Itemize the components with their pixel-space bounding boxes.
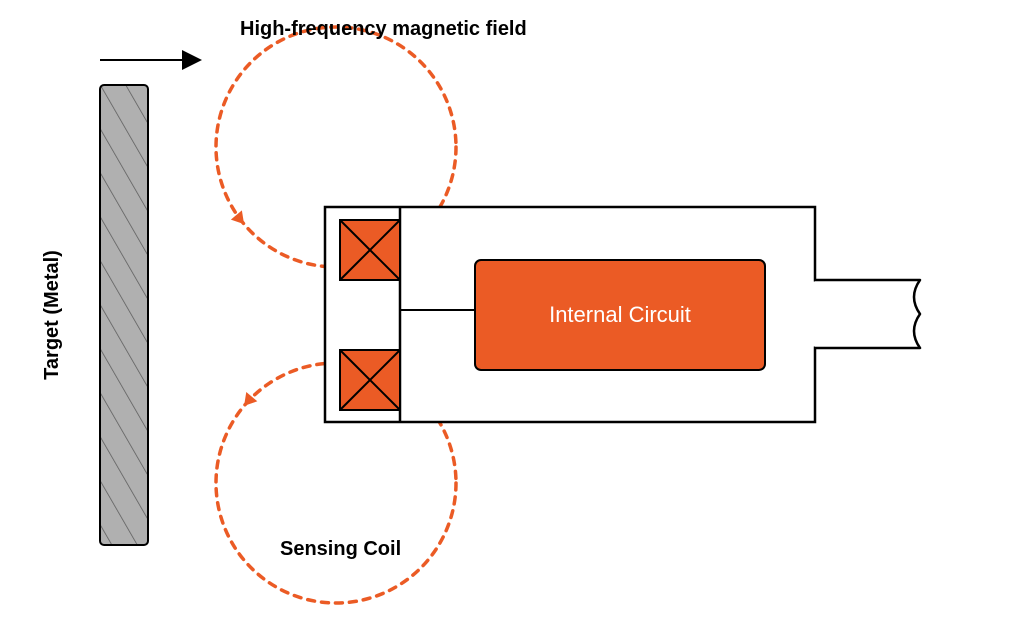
sensing-coil-2	[340, 350, 400, 410]
sensor-cable	[815, 280, 920, 348]
field-circle-top-arrowhead	[231, 210, 250, 228]
proximity-sensor-diagram: High-frequency magnetic field Sensing Coi…	[0, 0, 1024, 620]
coil-label: Sensing Coil	[280, 538, 401, 560]
sensing-coil-1	[340, 220, 400, 280]
circuit-label: Internal Circuit	[549, 302, 691, 327]
target-metal	[100, 85, 148, 545]
target-label: Target (Metal)	[41, 250, 63, 380]
field-label: High-frequency magnetic field	[240, 18, 527, 40]
